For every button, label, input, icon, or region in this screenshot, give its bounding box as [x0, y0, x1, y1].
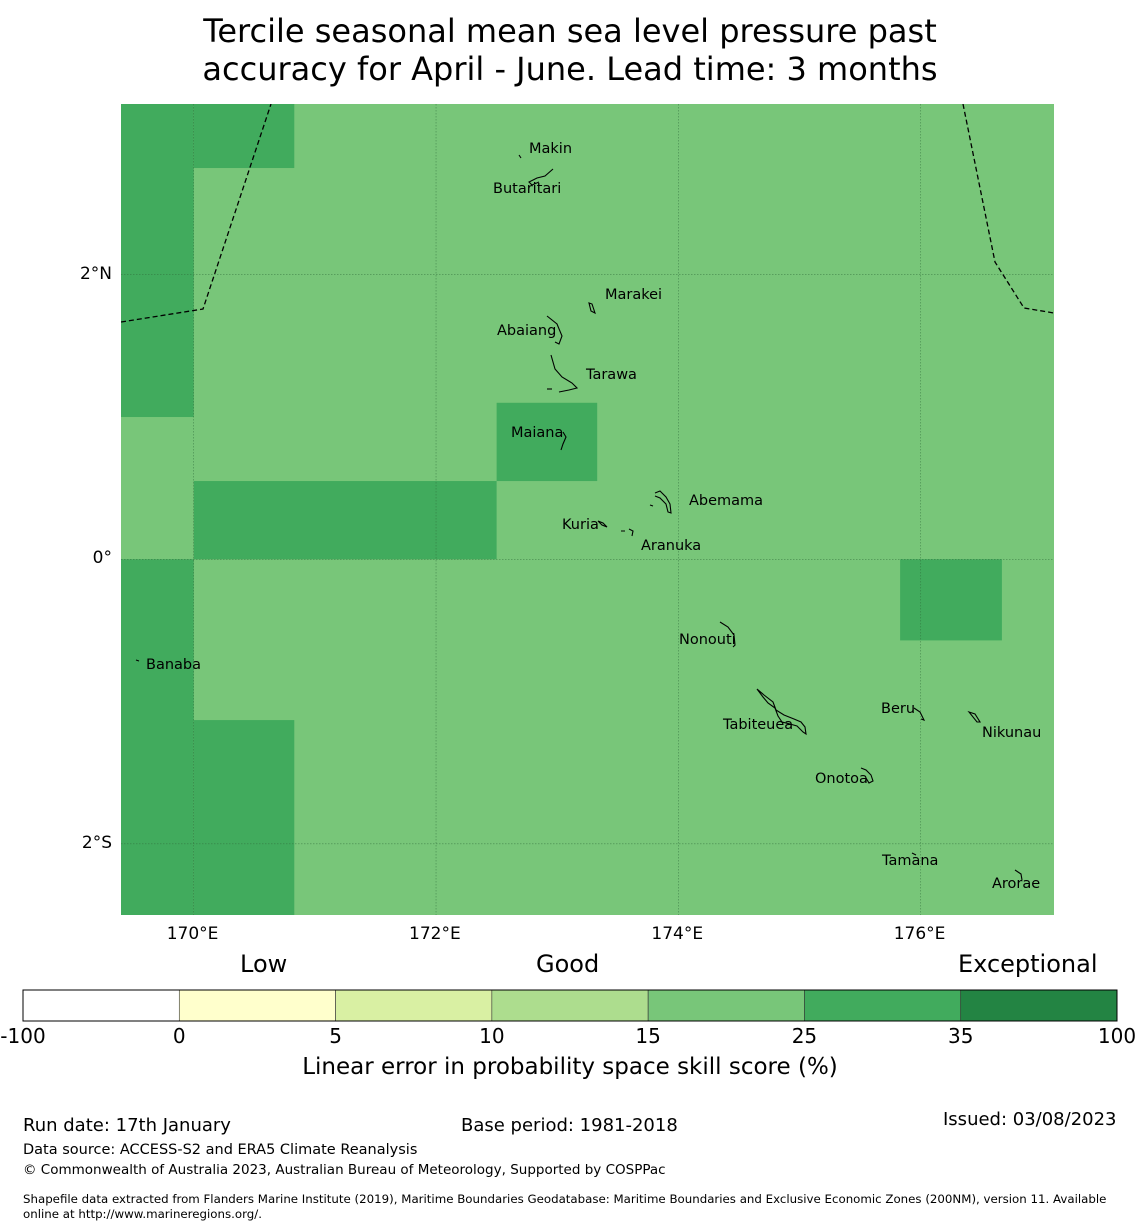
island-outline	[518, 154, 522, 159]
island-outline	[621, 528, 634, 537]
skill-cell	[193, 481, 497, 560]
colorbar-tick-label: 35	[947, 1024, 974, 1048]
colorbar-tick-label: 5	[329, 1024, 342, 1048]
legend-category-low: Low	[240, 950, 288, 978]
copyright: © Commonwealth of Australia 2023, Austra…	[23, 1162, 666, 1178]
skill-cell	[193, 720, 295, 915]
eez-boundary-east	[962, 104, 1054, 314]
island-outline	[560, 431, 567, 451]
colorbar-segment	[178, 989, 336, 1022]
island-outline	[546, 315, 563, 345]
island-label: Onotoa	[815, 771, 868, 787]
island-outline	[967, 710, 981, 723]
island-label: Beru	[881, 701, 916, 717]
island-outline	[913, 707, 926, 721]
colorbar-tick-label: 15	[635, 1024, 661, 1048]
island-label: Banaba	[146, 657, 201, 673]
island-label: Aranuka	[641, 538, 702, 554]
run-date: Run date: 17th January	[23, 1115, 231, 1136]
island-label: Tabiteuea	[723, 717, 794, 733]
island-label: Marakei	[605, 287, 663, 303]
legend-category-exceptional: Exceptional	[958, 950, 1098, 978]
island-outline	[719, 621, 736, 648]
x-tick-label: 170°E	[166, 924, 219, 944]
colorbar-segment	[647, 989, 805, 1022]
shapefile-credit-line-1: Shapefile data extracted from Flanders M…	[23, 1192, 1107, 1206]
data-source: Data source: ACCESS-S2 and ERA5 Climate …	[23, 1142, 418, 1158]
colorbar	[22, 989, 1118, 1022]
colorbar-segment	[804, 989, 962, 1022]
island-label: Butaritari	[493, 181, 562, 197]
island-outline	[654, 490, 672, 514]
skill-cell	[121, 104, 194, 418]
island-label: Tarawa	[586, 367, 637, 383]
island-outline	[528, 168, 554, 186]
island-outline	[649, 504, 654, 507]
map-area	[121, 104, 1054, 915]
colorbar-segment	[960, 989, 1118, 1022]
map-inner	[121, 104, 1054, 915]
colorbar-tick-label: 0	[172, 1024, 186, 1048]
island-outline	[756, 688, 807, 736]
map-title-line-2: accuracy for April - June. Lead time: 3 …	[202, 50, 938, 88]
skill-cell	[121, 559, 194, 915]
x-tick-label: 176°E	[893, 924, 946, 944]
map-title-line-1: Tercile seasonal mean sea level pressure…	[203, 12, 937, 50]
island-label: Arorae	[992, 876, 1041, 892]
base-period: Base period: 1981-2018	[461, 1115, 678, 1136]
island-label: Nikunau	[982, 725, 1042, 741]
colorbar-title: Linear error in probability space skill …	[302, 1054, 838, 1080]
y-tick-label: 2°N	[79, 263, 112, 284]
colorbar-tick-label: 10	[479, 1024, 505, 1048]
colorbar-segment	[22, 989, 180, 1022]
map-title: Tercile seasonal mean sea level pressure…	[0, 12, 1140, 88]
island-label: Abaiang	[497, 323, 557, 339]
x-tick-label: 174°E	[651, 924, 704, 944]
eez-boundary-west	[121, 104, 272, 323]
colorbar-tick-label: 25	[791, 1024, 818, 1048]
shapefile-credit-line-2: online at http://www.marineregions.org/.	[23, 1207, 262, 1221]
island-outline	[597, 520, 608, 528]
x-tick-label: 172°E	[409, 924, 461, 944]
island-label: Abemama	[689, 493, 764, 509]
colorbar-tick-label: 100	[1097, 1024, 1137, 1048]
skill-cell	[193, 104, 295, 169]
island-outline	[135, 659, 140, 662]
island-outline	[860, 767, 874, 784]
island-outline	[588, 302, 596, 315]
island-label: Nonouti	[679, 632, 736, 648]
island-outline	[911, 852, 917, 856]
skill-cell	[900, 559, 1002, 641]
island-outline	[550, 354, 579, 393]
colorbar-segment	[491, 989, 649, 1022]
colorbar-tick-label: -100	[0, 1024, 46, 1048]
island-label: Kuria	[562, 517, 599, 533]
island-outline	[1014, 869, 1023, 881]
y-tick-label: 2°S	[81, 832, 112, 853]
colorbar-frame	[22, 989, 1118, 1022]
island-label: Maiana	[511, 425, 564, 441]
issued-date: Issued: 03/08/2023	[943, 1109, 1117, 1130]
island-label: Tamana	[882, 853, 939, 869]
skill-cell	[496, 402, 598, 482]
y-tick-label: 0°	[92, 548, 112, 569]
legend-category-good: Good	[536, 950, 600, 978]
colorbar-segment	[335, 989, 493, 1022]
island-label: Makin	[529, 141, 573, 157]
